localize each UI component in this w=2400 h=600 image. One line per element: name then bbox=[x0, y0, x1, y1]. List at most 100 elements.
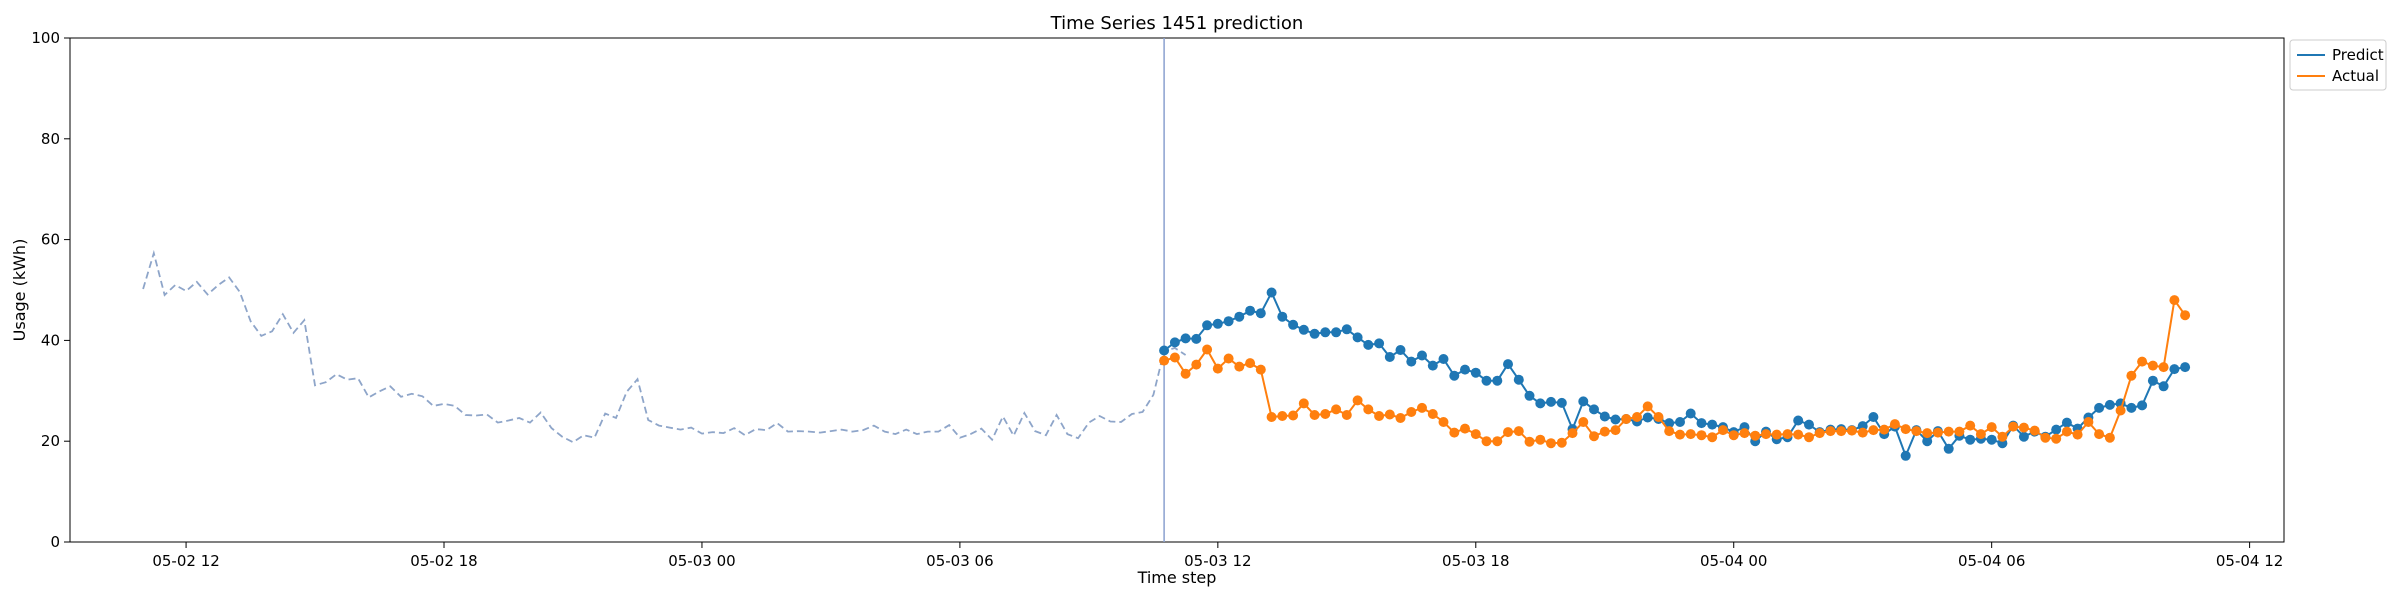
actual-point bbox=[1427, 409, 1438, 419]
actual-point bbox=[1417, 402, 1427, 413]
predict-point bbox=[1965, 434, 1976, 445]
predict-point bbox=[1696, 418, 1707, 429]
predict-point bbox=[1546, 396, 1556, 407]
predict-point bbox=[1535, 398, 1546, 409]
x-tick-label: 05-02 12 bbox=[152, 552, 219, 570]
actual-point bbox=[2115, 405, 2126, 416]
actual-point bbox=[1513, 426, 1524, 437]
x-tick-label: 05-04 00 bbox=[1700, 552, 1767, 570]
y-tick-label: 80 bbox=[41, 130, 60, 148]
actual-point bbox=[2008, 421, 2019, 432]
y-tick-label: 20 bbox=[41, 432, 60, 450]
actual-point bbox=[2018, 422, 2029, 433]
actual-point bbox=[1245, 358, 1256, 369]
actual-point bbox=[1782, 429, 1793, 440]
actual-point bbox=[1180, 368, 1191, 379]
actual-point bbox=[1438, 417, 1449, 427]
actual-point bbox=[1288, 410, 1299, 421]
predict-point bbox=[1804, 419, 1814, 430]
actual-point bbox=[2147, 360, 2158, 371]
predict-point bbox=[1470, 367, 1481, 378]
predict-point bbox=[1417, 350, 1427, 361]
actual-point bbox=[1879, 424, 1890, 435]
actual-point bbox=[1395, 413, 1406, 423]
predict-point bbox=[1384, 352, 1395, 362]
predict-point bbox=[1481, 375, 1492, 386]
actual-point bbox=[1234, 361, 1245, 372]
actual-point bbox=[2094, 429, 2105, 440]
actual-point bbox=[1889, 419, 1900, 430]
predict-point bbox=[1438, 354, 1449, 364]
actual-point bbox=[2126, 370, 2137, 381]
predict-point bbox=[1868, 412, 1879, 422]
predict-point bbox=[2126, 402, 2137, 413]
actual-point bbox=[1621, 414, 1632, 424]
x-axis-label: Time step bbox=[1137, 568, 1217, 587]
actual-point bbox=[2072, 429, 2083, 440]
actual-point bbox=[1610, 425, 1621, 436]
predict-point bbox=[1427, 360, 1438, 371]
predict-point bbox=[1320, 327, 1331, 338]
predict-point bbox=[2158, 381, 2169, 392]
actual-point bbox=[1707, 432, 1718, 443]
actual-point bbox=[1761, 429, 1771, 440]
actual-point bbox=[2137, 356, 2148, 367]
predict-point bbox=[1191, 333, 1202, 344]
predict-point bbox=[1900, 450, 1911, 461]
actual-point bbox=[2104, 432, 2115, 443]
predict-point bbox=[1234, 311, 1245, 322]
actual-point bbox=[1965, 420, 1976, 431]
predict-point bbox=[2018, 431, 2029, 442]
actual-point bbox=[1718, 425, 1728, 436]
actual-point bbox=[1857, 427, 1868, 438]
predict-point bbox=[1212, 318, 1223, 329]
predict-point bbox=[1352, 332, 1363, 343]
actual-point bbox=[1954, 426, 1965, 437]
actual-point bbox=[1212, 363, 1223, 374]
legend-box bbox=[2289, 39, 2387, 91]
actual-point bbox=[1836, 426, 1847, 437]
predict-point bbox=[1675, 417, 1685, 427]
actual-point bbox=[1589, 431, 1599, 442]
predict-point bbox=[2104, 399, 2115, 410]
actual-point bbox=[1556, 437, 1567, 448]
actual-point bbox=[1868, 425, 1879, 436]
x-tick-label: 05-02 18 bbox=[410, 552, 477, 570]
actual-point bbox=[2083, 417, 2094, 427]
actual-point bbox=[1374, 411, 1385, 421]
actual-point bbox=[1846, 425, 1857, 436]
actual-point bbox=[1503, 427, 1513, 438]
y-tick-label: 0 bbox=[50, 533, 60, 551]
actual-point bbox=[1675, 429, 1685, 440]
actual-point bbox=[1922, 428, 1933, 439]
predict-point bbox=[1513, 374, 1524, 385]
actual-point bbox=[1470, 429, 1481, 440]
predict-point bbox=[1503, 359, 1513, 370]
predict-point bbox=[1202, 320, 1213, 331]
predict-point bbox=[2061, 417, 2072, 428]
actual-point bbox=[1449, 427, 1460, 438]
predict-point bbox=[1298, 324, 1309, 335]
y-tick-label: 100 bbox=[31, 29, 60, 47]
predict-point bbox=[1943, 443, 1954, 454]
actual-point bbox=[1975, 429, 1986, 440]
actual-point bbox=[1653, 412, 1664, 422]
actual-point bbox=[1223, 353, 1234, 364]
actual-point bbox=[1814, 428, 1825, 439]
actual-point bbox=[1986, 422, 1997, 433]
actual-point bbox=[1320, 409, 1331, 419]
actual-point bbox=[1900, 424, 1911, 435]
predict-point bbox=[1460, 364, 1470, 375]
actual-point bbox=[1932, 427, 1943, 438]
chart-title: Time Series 1451 prediction bbox=[1050, 13, 1304, 34]
actual-point bbox=[2029, 425, 2040, 436]
actual-point bbox=[1384, 409, 1395, 420]
predict-point bbox=[1707, 419, 1718, 430]
actual-point bbox=[1567, 428, 1578, 439]
actual-point bbox=[2040, 432, 2051, 443]
actual-point bbox=[1352, 395, 1363, 406]
y-tick-label: 40 bbox=[41, 331, 60, 349]
actual-point bbox=[1159, 355, 1170, 366]
plot-frame bbox=[69, 37, 2285, 543]
actual-point bbox=[1535, 434, 1546, 445]
